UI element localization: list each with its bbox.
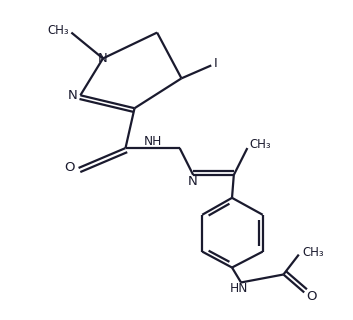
Text: O: O (306, 290, 316, 303)
Text: N: N (68, 89, 78, 102)
Text: N: N (188, 175, 197, 188)
Text: N: N (98, 52, 108, 65)
Text: O: O (64, 162, 75, 174)
Text: CH₃: CH₃ (249, 138, 270, 151)
Text: HN: HN (229, 282, 248, 295)
Text: I: I (214, 57, 217, 70)
Text: CH₃: CH₃ (47, 24, 69, 37)
Text: CH₃: CH₃ (303, 246, 324, 260)
Text: NH: NH (144, 134, 162, 148)
